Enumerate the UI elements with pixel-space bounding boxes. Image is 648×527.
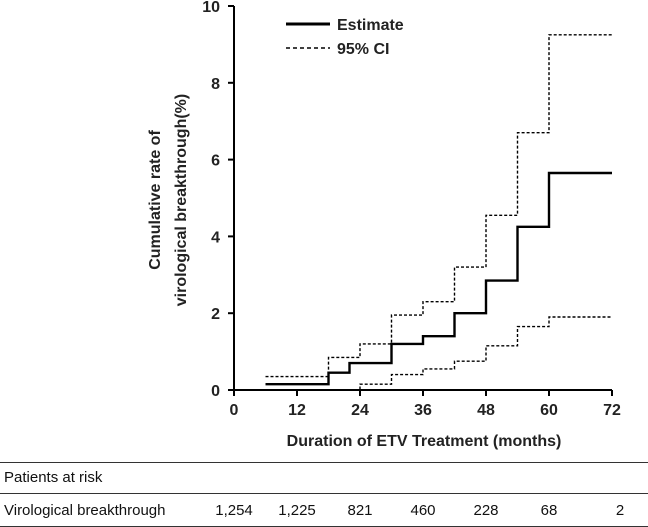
risk-table-header-label: Patients at risk: [4, 469, 103, 486]
series-line-ci-lower: [265, 316, 612, 391]
x-axis-title: Duration of ETV Treatment (months): [287, 433, 562, 450]
series-line-estimate: [265, 171, 612, 386]
legend-label-ci: 95% CI: [337, 41, 389, 58]
risk-cell: 1,225: [278, 502, 316, 519]
y-tick-label: 10: [202, 0, 220, 16]
series-line-ci-upper: [265, 34, 612, 378]
risk-cell: 460: [410, 502, 436, 519]
risk-table: Patients at risk Virological breakthroug…: [0, 462, 648, 527]
risk-table-header: Patients at risk: [0, 462, 648, 494]
x-tick-label: 72: [603, 402, 621, 419]
risk-cell: 68: [540, 502, 558, 519]
x-tick-label: 36: [414, 402, 432, 419]
y-tick-label: 0: [211, 383, 220, 400]
y-tick-label: 2: [211, 306, 220, 323]
x-tick-label: 60: [540, 402, 558, 419]
legend: Estimate 95% CI: [286, 17, 404, 58]
risk-cell: 2: [615, 502, 625, 519]
x-tick-label: 24: [351, 402, 369, 419]
y-tick-label: 6: [211, 153, 220, 170]
risk-row-label: Virological breakthrough: [4, 502, 166, 519]
y-tick-label: 8: [211, 76, 220, 93]
legend-label-estimate: Estimate: [337, 17, 404, 34]
series-layer: [265, 34, 612, 391]
y-tick-label: 4: [211, 229, 220, 246]
risk-cell: 821: [347, 502, 373, 519]
risk-cell: 228: [473, 502, 499, 519]
x-tick-label: 0: [230, 402, 239, 419]
risk-table-row: Virological breakthrough 1,254 1,225 821 46…: [0, 494, 648, 527]
y-axis-title-line-2: virological breakthrough(%): [173, 94, 190, 306]
risk-cell: 1,254: [215, 502, 253, 519]
x-tick-label: 48: [477, 402, 495, 419]
y-axis-title-line-1: Cumulative rate of: [147, 130, 164, 270]
x-tick-label: 12: [288, 402, 306, 419]
